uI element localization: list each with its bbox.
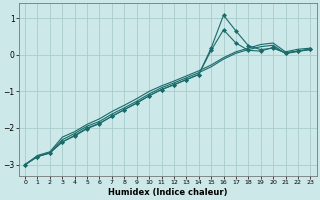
X-axis label: Humidex (Indice chaleur): Humidex (Indice chaleur) bbox=[108, 188, 228, 197]
